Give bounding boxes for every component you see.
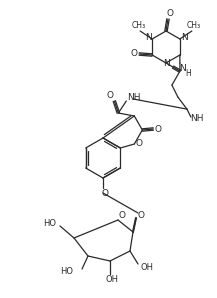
Text: OH: OH — [105, 274, 118, 283]
Text: O: O — [138, 210, 145, 220]
Text: CH₃: CH₃ — [132, 21, 146, 30]
Text: N: N — [163, 59, 170, 68]
Text: NH: NH — [128, 94, 141, 103]
Text: HO: HO — [43, 218, 56, 227]
Text: O: O — [136, 139, 143, 148]
Text: O: O — [166, 10, 174, 18]
Text: O: O — [155, 125, 162, 134]
Text: H: H — [185, 69, 191, 77]
Text: NH: NH — [190, 114, 204, 122]
Text: O: O — [118, 210, 125, 220]
Text: O: O — [107, 91, 114, 100]
Text: CH₃: CH₃ — [187, 21, 201, 30]
Text: N: N — [181, 32, 188, 41]
Text: HO: HO — [60, 268, 73, 277]
Text: N: N — [145, 32, 151, 41]
Text: N: N — [179, 63, 186, 72]
Text: O: O — [102, 190, 108, 198]
Text: O: O — [131, 49, 138, 58]
Text: OH: OH — [140, 263, 153, 272]
